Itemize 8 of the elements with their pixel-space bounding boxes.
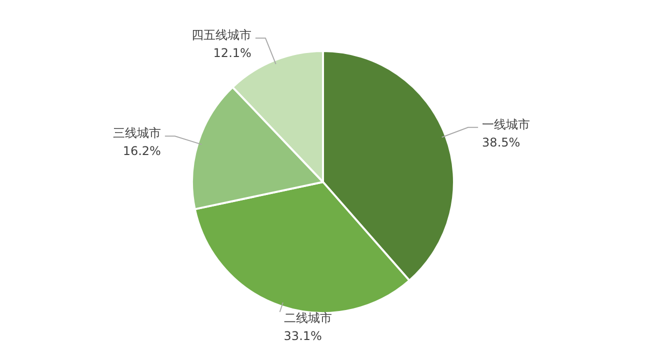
data-label: 38.5%	[482, 135, 520, 150]
slice-label: 三线城市	[112, 126, 161, 140]
data-label: 16.2%	[122, 144, 161, 158]
data-label: 12.1%	[213, 46, 252, 60]
slice-label: 四五线城市	[191, 28, 252, 42]
slice-label: 一线城市	[482, 117, 530, 132]
slice-label: 二线城市	[284, 311, 332, 326]
data-label: 33.1%	[284, 329, 322, 344]
